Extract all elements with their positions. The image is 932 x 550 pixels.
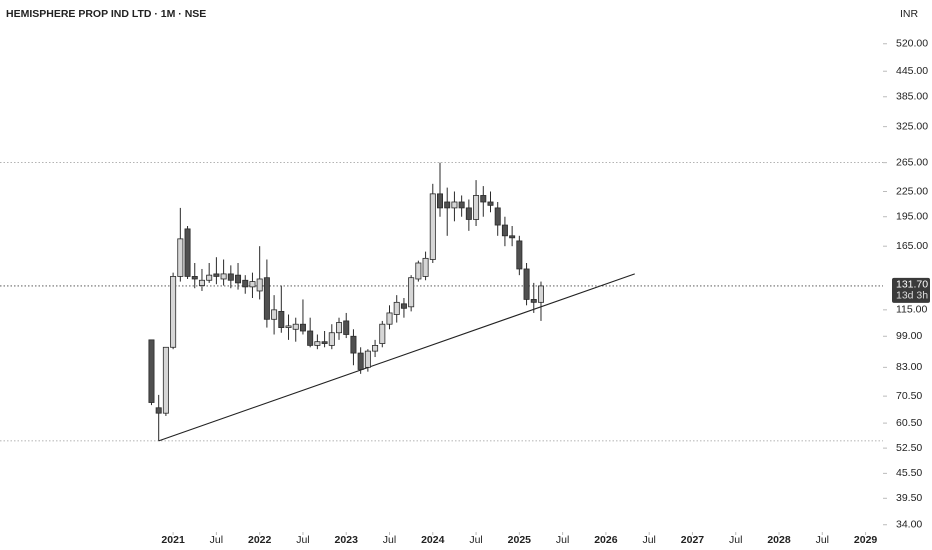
- currency: INR: [900, 8, 919, 20]
- y-tick-label: 385.00: [896, 91, 928, 103]
- candle-body: [299, 323, 306, 332]
- x-tick-label: 2026: [594, 534, 618, 546]
- x-tick-label: Jul: [556, 534, 569, 546]
- candle-body: [516, 240, 523, 270]
- candle-body: [444, 201, 451, 209]
- candle-body: [415, 262, 422, 280]
- candle-body: [292, 323, 299, 330]
- candle-body: [357, 352, 364, 370]
- chart-title: HEMISPHERE PROP IND LTD · 1M · NSE: [6, 8, 206, 20]
- candle-body: [162, 346, 169, 414]
- x-tick-label: Jul: [729, 534, 742, 546]
- candle-body: [336, 322, 343, 334]
- candle-body: [328, 332, 335, 346]
- x-tick-label: 2021: [161, 534, 185, 546]
- y-tick-label: 45.50: [896, 467, 922, 479]
- candle-body: [206, 274, 213, 281]
- candle-body: [155, 407, 162, 414]
- candle-body: [487, 201, 494, 206]
- y-tick-label: 83.00: [896, 361, 922, 373]
- candle-body: [473, 195, 480, 220]
- y-tick-label: 115.00: [896, 304, 927, 316]
- x-tick-label: 2023: [335, 534, 359, 546]
- x-tick-label: 2022: [248, 534, 272, 546]
- candle-body: [263, 277, 270, 320]
- candle-body: [213, 273, 220, 277]
- candle-body: [501, 224, 508, 237]
- candle-body: [249, 281, 256, 288]
- x-tick-label: 2027: [681, 534, 705, 546]
- candle-body: [278, 310, 285, 328]
- candle-body: [429, 193, 436, 260]
- candle-body: [321, 341, 328, 344]
- x-tick-label: 2024: [421, 534, 445, 546]
- y-tick-label: 195.00: [896, 211, 928, 223]
- candle-body: [350, 335, 357, 354]
- candle-body: [227, 273, 234, 281]
- candle-body: [170, 276, 177, 348]
- x-tick-label: Jul: [296, 534, 309, 546]
- y-tick-label: 60.50: [896, 417, 922, 429]
- x-tick-label: Jul: [642, 534, 655, 546]
- y-tick-label: 225.00: [896, 185, 928, 197]
- candle-body: [523, 268, 530, 300]
- x-tick-label: Jul: [210, 534, 223, 546]
- price-label: 131.70: [896, 279, 928, 291]
- candle-body: [285, 325, 292, 328]
- candle-body: [235, 274, 242, 284]
- x-tick-label: Jul: [816, 534, 829, 546]
- y-tick-label: 445.00: [896, 65, 928, 77]
- candle-body: [177, 238, 184, 277]
- candle-body: [436, 193, 443, 209]
- candle-body: [372, 345, 379, 352]
- candle-body: [184, 228, 191, 277]
- candle-body: [537, 285, 544, 303]
- candle-body: [198, 279, 205, 286]
- y-tick-label: 70.50: [896, 390, 922, 402]
- candle-body: [408, 277, 415, 308]
- x-tick-label: 2025: [508, 534, 532, 546]
- candle-body: [386, 312, 393, 325]
- candle-body: [271, 309, 278, 320]
- candle-body: [458, 201, 465, 209]
- candle-body: [307, 330, 314, 346]
- x-tick-label: Jul: [383, 534, 396, 546]
- candle-body: [451, 201, 458, 209]
- y-tick-label: 39.50: [896, 492, 922, 504]
- candle-body: [343, 320, 350, 335]
- candle-body: [242, 279, 249, 288]
- y-tick-label: 520.00: [896, 38, 928, 50]
- candle-body: [400, 303, 407, 309]
- y-tick-label: 165.00: [896, 240, 928, 252]
- candle-body: [220, 273, 227, 280]
- candle-body: [191, 276, 198, 280]
- x-tick-label: 2029: [854, 534, 878, 546]
- candle-body: [530, 299, 537, 303]
- trendline: [158, 273, 635, 442]
- candle-body: [148, 339, 155, 403]
- candle-body: [422, 257, 429, 277]
- price-label-box: [892, 277, 930, 303]
- candle-body: [379, 323, 386, 344]
- y-tick-label: 325.00: [896, 120, 928, 132]
- candle-body: [494, 207, 501, 226]
- x-tick-label: 2028: [767, 534, 791, 546]
- y-tick-label: 52.50: [896, 442, 922, 454]
- candle-body: [393, 301, 400, 315]
- price-countdown: 13d 3h: [896, 290, 928, 302]
- y-tick-label: 99.00: [896, 330, 922, 342]
- x-tick-label: Jul: [469, 534, 482, 546]
- candle-body: [465, 207, 472, 220]
- y-tick-label: 265.00: [896, 156, 928, 168]
- candle-body: [364, 350, 371, 368]
- candle-body: [480, 195, 487, 203]
- y-tick-label: 34.00: [896, 519, 922, 531]
- candle-body: [509, 235, 516, 239]
- candle-body: [256, 278, 263, 292]
- candle-body: [314, 341, 321, 346]
